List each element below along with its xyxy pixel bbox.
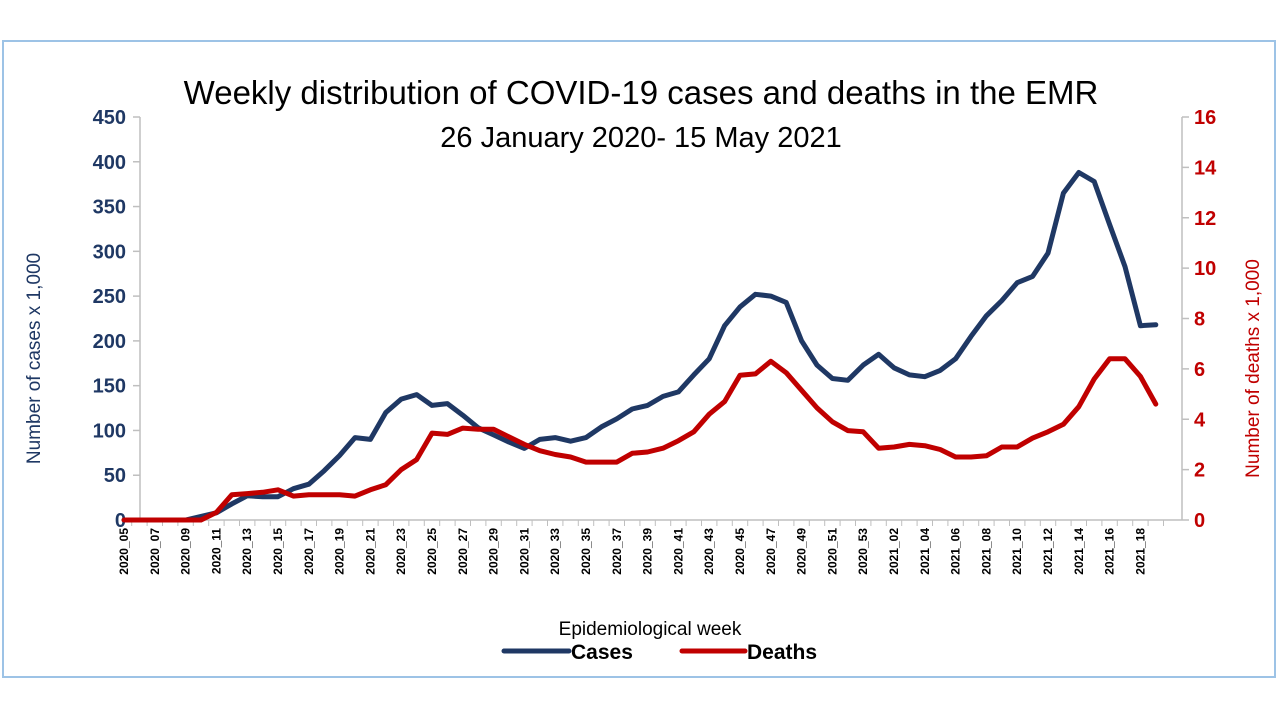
x-tick-label: 2020_49 [795, 528, 809, 575]
chart-subtitle: 26 January 2020- 15 May 2021 [440, 122, 841, 154]
x-tick-label: 2021_06 [949, 528, 963, 575]
right-tick-label: 14 [1194, 157, 1217, 179]
x-tick-label: 2020_19 [333, 528, 347, 575]
y-axis-title-right: Number of deaths x 1,000 [1243, 259, 1264, 478]
x-tick-label: 2020_21 [363, 528, 377, 575]
left-tick-label: 200 [93, 331, 126, 353]
x-tick-label: 2020_41 [671, 528, 685, 575]
x-tick-label: 2020_31 [517, 528, 531, 575]
left-tick-label: 100 [93, 420, 126, 442]
right-tick-label: 6 [1194, 359, 1205, 381]
left-tick-label: 250 [93, 286, 126, 308]
x-tick-label: 2020_11 [209, 528, 223, 574]
x-tick-label: 2020_51 [825, 528, 839, 575]
x-tick-label: 2021_02 [887, 528, 901, 575]
x-tick-label: 2021_12 [1041, 528, 1055, 575]
x-tick-label: 2020_39 [641, 528, 655, 575]
x-tick-label: 2020_13 [240, 528, 254, 575]
x-tick-label: 2021_10 [1010, 528, 1024, 575]
x-tick-label: 2020_15 [271, 528, 285, 575]
left-tick-label: 450 [93, 107, 126, 129]
left-tick-label: 350 [93, 197, 126, 219]
x-tick-label: 2020_29 [487, 528, 501, 575]
x-tick-label: 2021_14 [1072, 528, 1086, 575]
right-tick-label: 10 [1194, 258, 1216, 280]
left-tick-label: 400 [93, 152, 126, 174]
x-tick-label: 2021_16 [1103, 528, 1117, 575]
x-tick-label: 2020_43 [702, 528, 716, 575]
x-tick-label: 2020_37 [610, 528, 624, 575]
x-tick-label: 2020_45 [733, 528, 747, 575]
right-tick-label: 12 [1194, 208, 1216, 230]
x-tick-label: 2020_35 [579, 528, 593, 575]
left-tick-label: 50 [104, 465, 126, 487]
legend-label-cases: Cases [571, 641, 633, 664]
x-tick-label: 2020_17 [302, 528, 316, 575]
right-tick-label: 2 [1194, 460, 1205, 482]
x-axis-title: Epidemiological week [559, 619, 742, 640]
x-tick-label: 2020_09 [179, 528, 193, 575]
series-line-cases [121, 170, 1159, 523]
left-tick-label: 150 [93, 376, 126, 398]
x-tick-label: 2021_04 [918, 528, 932, 575]
x-tick-label: 2020_33 [548, 528, 562, 575]
chart-svg: Weekly distribution of COVID-19 cases an… [24, 74, 1264, 664]
right-tick-label: 16 [1194, 107, 1216, 129]
left-tick-label: 0 [115, 510, 126, 532]
legend: Cases Deaths [501, 641, 817, 664]
right-tick-label: 4 [1194, 409, 1206, 431]
y-axis-title-left: Number of cases x 1,000 [24, 253, 45, 464]
chart-frame: Weekly distribution of COVID-19 cases an… [2, 40, 1276, 678]
right-tick-label: 0 [1194, 510, 1205, 532]
legend-label-deaths: Deaths [747, 641, 817, 664]
x-tick-label: 2020_23 [394, 528, 408, 575]
x-tick-label: 2020_25 [425, 528, 439, 575]
chart-title: Weekly distribution of COVID-19 cases an… [184, 74, 1099, 111]
left-axis-ticks: 0 50 100 150 200 250 300 350 400 450 [93, 107, 140, 532]
left-tick-label: 300 [93, 241, 126, 263]
x-tick-label: 2020_47 [764, 528, 778, 575]
x-tick-label: 2021_18 [1133, 528, 1147, 575]
x-tick-label: 2020_07 [148, 528, 162, 575]
x-tick-label: 2021_08 [979, 528, 993, 575]
x-axis-ticks: 2020_05 2020_07 2020_09 2020_11 2020_13 2020_… [117, 520, 1164, 575]
right-tick-label: 8 [1194, 309, 1205, 331]
x-tick-label: 2020_05 [117, 528, 131, 575]
series-line-deaths [121, 356, 1159, 523]
x-tick-label: 2020_53 [856, 528, 870, 575]
right-axis-ticks: 0 2 4 6 8 10 12 14 16 [1182, 107, 1217, 532]
x-tick-label: 2020_27 [456, 528, 470, 575]
